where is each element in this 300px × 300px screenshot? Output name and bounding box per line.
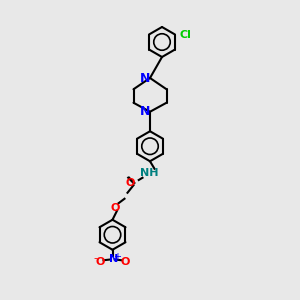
Text: O: O — [95, 257, 104, 267]
Text: -: - — [93, 253, 97, 263]
Text: N: N — [109, 254, 118, 265]
Text: O: O — [121, 257, 130, 267]
Text: NH: NH — [140, 168, 158, 178]
Text: N: N — [140, 71, 151, 85]
Text: O: O — [125, 178, 134, 188]
Text: N: N — [140, 105, 151, 118]
Text: Cl: Cl — [179, 29, 191, 40]
Text: +: + — [113, 252, 121, 262]
Text: O: O — [111, 203, 120, 213]
